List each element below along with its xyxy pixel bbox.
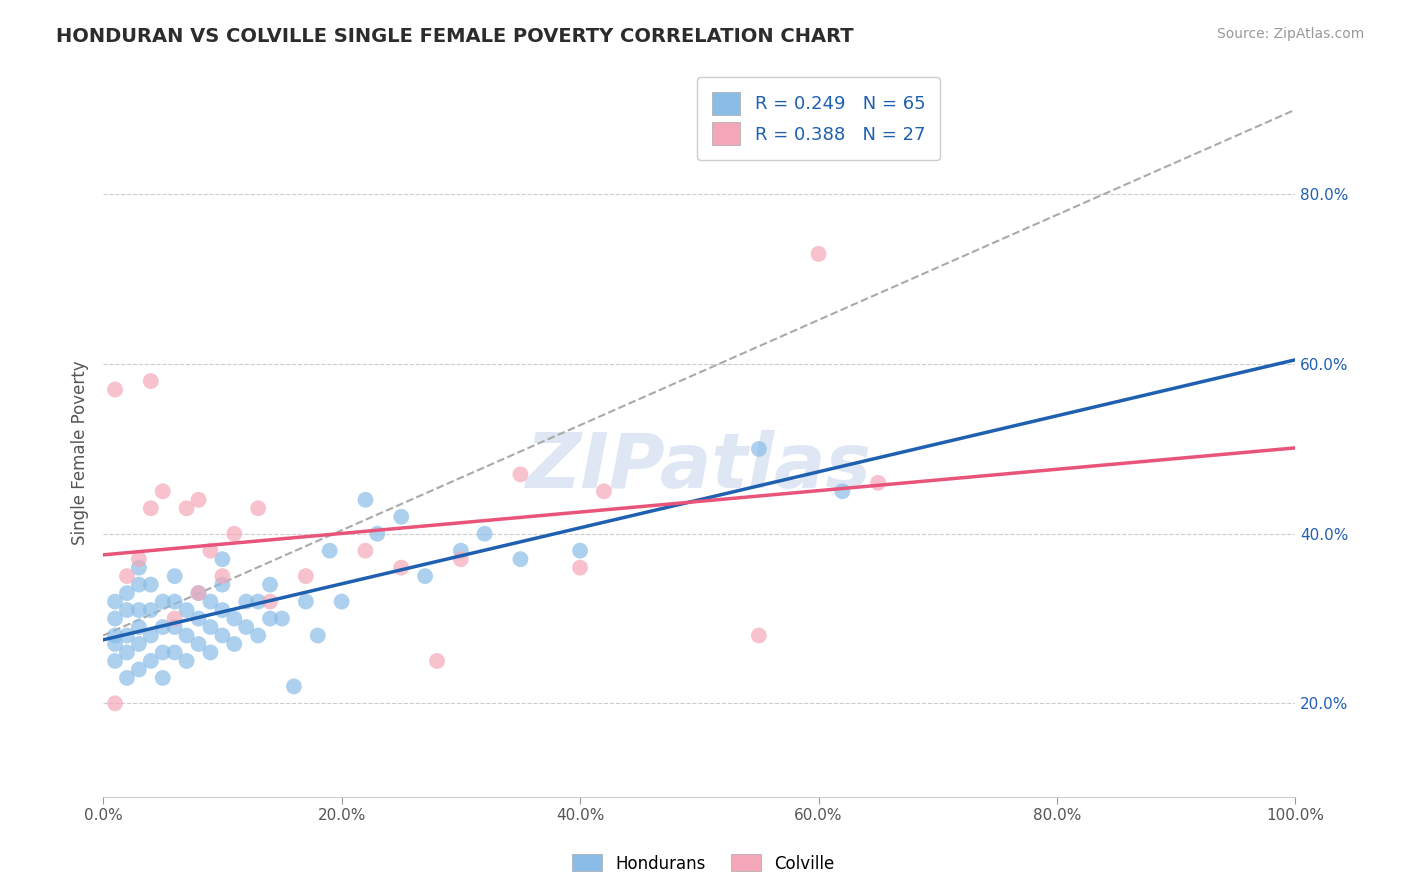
Point <box>868 475 890 490</box>
Point <box>115 628 138 642</box>
Point <box>200 620 222 634</box>
Point <box>509 552 531 566</box>
Point <box>807 247 830 261</box>
Point <box>211 552 233 566</box>
Point <box>259 577 281 591</box>
Point <box>139 501 162 516</box>
Point <box>307 628 329 642</box>
Point <box>152 671 174 685</box>
Point <box>200 543 222 558</box>
Point <box>247 594 270 608</box>
Point <box>139 654 162 668</box>
Point <box>128 552 150 566</box>
Point <box>187 637 209 651</box>
Point <box>318 543 340 558</box>
Point <box>235 620 257 634</box>
Point <box>450 543 472 558</box>
Point <box>187 492 209 507</box>
Point <box>426 654 449 668</box>
Text: HONDURAN VS COLVILLE SINGLE FEMALE POVERTY CORRELATION CHART: HONDURAN VS COLVILLE SINGLE FEMALE POVER… <box>56 27 853 45</box>
Point <box>450 552 472 566</box>
Point <box>211 577 233 591</box>
Point <box>509 467 531 482</box>
Point <box>187 611 209 625</box>
Point <box>200 594 222 608</box>
Point <box>831 484 853 499</box>
Point <box>104 611 127 625</box>
Point <box>176 501 198 516</box>
Point <box>139 603 162 617</box>
Point <box>247 501 270 516</box>
Point <box>593 484 616 499</box>
Point <box>152 620 174 634</box>
Point <box>235 594 257 608</box>
Point <box>104 628 127 642</box>
Point <box>128 620 150 634</box>
Point <box>413 569 436 583</box>
Point <box>152 594 174 608</box>
Point <box>152 645 174 659</box>
Point <box>211 569 233 583</box>
Point <box>187 586 209 600</box>
Legend: R = 0.249   N = 65, R = 0.388   N = 27: R = 0.249 N = 65, R = 0.388 N = 27 <box>697 78 941 160</box>
Point <box>211 603 233 617</box>
Point <box>139 628 162 642</box>
Point <box>354 492 377 507</box>
Point <box>163 645 186 659</box>
Point <box>104 697 127 711</box>
Point <box>128 577 150 591</box>
Point <box>163 569 186 583</box>
Point <box>139 374 162 388</box>
Y-axis label: Single Female Poverty: Single Female Poverty <box>72 361 89 546</box>
Point <box>115 586 138 600</box>
Point <box>354 543 377 558</box>
Point <box>271 611 294 625</box>
Point <box>139 577 162 591</box>
Point <box>128 637 150 651</box>
Point <box>211 628 233 642</box>
Point <box>104 637 127 651</box>
Point <box>259 594 281 608</box>
Point <box>104 654 127 668</box>
Point <box>128 603 150 617</box>
Point <box>128 560 150 574</box>
Point <box>187 586 209 600</box>
Point <box>104 383 127 397</box>
Point <box>176 654 198 668</box>
Point <box>128 662 150 676</box>
Point <box>569 543 592 558</box>
Point <box>295 569 318 583</box>
Point <box>474 526 496 541</box>
Point <box>389 509 412 524</box>
Point <box>224 637 246 651</box>
Point <box>366 526 388 541</box>
Point <box>115 645 138 659</box>
Point <box>283 680 305 694</box>
Point <box>389 560 412 574</box>
Point <box>748 442 770 456</box>
Point <box>163 620 186 634</box>
Legend: Hondurans, Colville: Hondurans, Colville <box>565 847 841 880</box>
Point <box>104 594 127 608</box>
Text: Source: ZipAtlas.com: Source: ZipAtlas.com <box>1216 27 1364 41</box>
Point <box>200 645 222 659</box>
Point <box>224 611 246 625</box>
Point <box>115 603 138 617</box>
Point <box>176 628 198 642</box>
Point <box>247 628 270 642</box>
Point <box>115 569 138 583</box>
Point <box>295 594 318 608</box>
Point <box>163 594 186 608</box>
Point <box>330 594 353 608</box>
Point <box>224 526 246 541</box>
Point <box>152 484 174 499</box>
Text: ZIPatlas: ZIPatlas <box>526 430 872 504</box>
Point <box>748 628 770 642</box>
Point <box>259 611 281 625</box>
Point <box>163 611 186 625</box>
Point <box>115 671 138 685</box>
Point <box>176 603 198 617</box>
Point <box>569 560 592 574</box>
